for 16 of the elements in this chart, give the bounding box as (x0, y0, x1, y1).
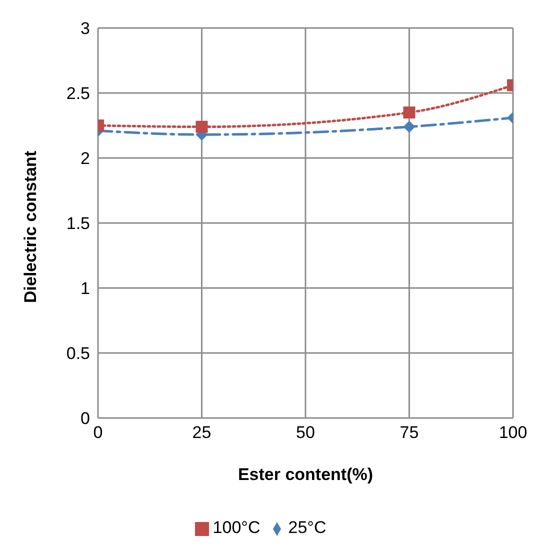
y-axis-title: Dielectric constant (21, 150, 40, 303)
x-tick-label: 0 (93, 423, 103, 442)
x-tick-label: 75 (400, 423, 419, 442)
y-tick-label: 3 (80, 19, 90, 38)
legend-label: 100°C (212, 518, 260, 537)
x-tick-label: 100 (498, 423, 528, 442)
x-tick-label: 50 (296, 423, 315, 442)
y-tick-label: 1 (80, 279, 90, 298)
y-tick-label: 0 (80, 409, 90, 428)
y-tick-label: 2 (80, 149, 90, 168)
legend-label: 25°C (288, 518, 326, 537)
y-tick-label: 0.5 (66, 344, 90, 364)
x-tick-label: 25 (192, 423, 212, 442)
y-tick-label: 1.5 (66, 214, 90, 234)
x-axis-title: Ester content(%) (238, 465, 374, 484)
y-tick-label: 2.5 (66, 84, 90, 104)
